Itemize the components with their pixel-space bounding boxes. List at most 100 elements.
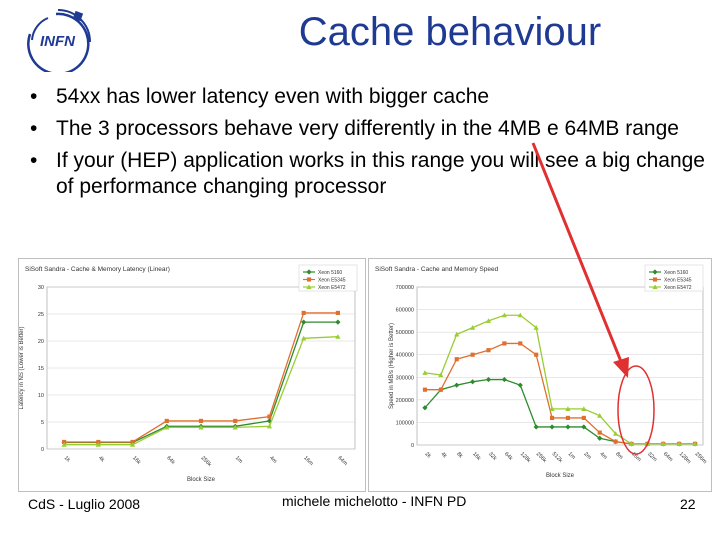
data-point xyxy=(306,284,312,290)
data-point xyxy=(301,310,306,315)
x-tick-label: 1m xyxy=(567,451,577,461)
data-point xyxy=(613,431,619,436)
legend-label: Xeon E5472 xyxy=(664,285,692,291)
x-tick-label: 16m xyxy=(630,451,642,463)
bullet-item: 54xx has lower latency even with bigger … xyxy=(26,84,706,110)
data-point xyxy=(61,442,67,447)
data-point xyxy=(581,415,586,420)
x-tick-label: 64m xyxy=(662,451,674,463)
x-tick-label: 4m xyxy=(598,451,608,461)
y-tick-label: 600000 xyxy=(396,308,414,314)
data-point xyxy=(306,277,312,282)
data-point xyxy=(470,379,476,385)
legend-label: Xeon E5345 xyxy=(318,278,346,284)
data-point xyxy=(613,439,618,444)
y-axis-label: Speed in MB/s (Higher is Better) xyxy=(389,323,395,409)
data-point xyxy=(198,418,204,423)
x-tick-label: 64k xyxy=(503,451,514,462)
x-tick-label: 32k xyxy=(487,451,498,462)
y-tick-label: 30 xyxy=(38,285,44,291)
data-point xyxy=(422,370,428,375)
data-point xyxy=(62,439,67,445)
data-point xyxy=(652,277,658,282)
x-tick-label: 8m xyxy=(614,451,624,461)
bullet-item: If your (HEP) application works in this … xyxy=(26,148,706,200)
y-tick-label: 400000 xyxy=(396,353,414,359)
data-point xyxy=(306,269,312,275)
data-point xyxy=(130,439,135,445)
data-point xyxy=(534,352,539,357)
x-tick-label: 256k xyxy=(535,451,548,464)
data-point xyxy=(565,415,571,420)
speed-chart: SiSoft Sandra - Cache and Memory Speed 0 1… xyxy=(368,258,712,492)
x-tick-label: 64m xyxy=(336,455,348,467)
x-tick-label: 256k xyxy=(200,455,213,468)
data-point xyxy=(95,442,101,447)
data-point xyxy=(232,424,238,430)
data-point xyxy=(454,331,460,337)
x-tick-label: 4k xyxy=(439,451,448,460)
x-tick-label: 512k xyxy=(551,451,564,464)
data-point xyxy=(96,439,101,445)
data-point xyxy=(422,387,428,392)
x-tick-label: 4m xyxy=(268,455,278,465)
data-point xyxy=(549,406,555,411)
data-point xyxy=(454,382,460,388)
y-axis-label: Latency in NS (Lower is Better) xyxy=(19,326,25,409)
x-axis-label: Block Size xyxy=(187,477,216,483)
legend-label: Xeon 5160 xyxy=(318,270,342,276)
data-point xyxy=(485,376,492,383)
y-tick-label: 0 xyxy=(411,443,414,449)
page-number: 22 xyxy=(680,496,696,512)
data-point xyxy=(652,284,658,290)
data-point xyxy=(129,442,136,447)
data-point xyxy=(301,335,307,341)
data-point xyxy=(485,318,492,323)
footer-center: michele michelotto - INFN PD xyxy=(282,493,467,509)
data-point xyxy=(335,334,341,339)
y-tick-label: 10 xyxy=(38,393,44,399)
y-tick-label: 500000 xyxy=(396,330,414,336)
data-point xyxy=(335,310,340,315)
x-tick-label: 16k xyxy=(471,451,482,462)
chart-title: SiSoft Sandra - Cache and Memory Speed xyxy=(375,266,499,273)
x-tick-label: 64k xyxy=(165,455,176,466)
data-point xyxy=(692,441,698,446)
x-tick-label: 16k xyxy=(131,455,142,466)
data-point xyxy=(581,406,587,411)
legend-label: Xeon 5160 xyxy=(664,270,688,276)
x-tick-label: 2m xyxy=(582,451,592,461)
y-tick-label: 200000 xyxy=(396,398,414,404)
bullet-item: The 3 processors behave very differently… xyxy=(26,116,706,142)
data-point xyxy=(652,269,658,275)
data-point xyxy=(676,441,682,446)
data-point xyxy=(549,424,555,430)
y-tick-label: 100000 xyxy=(396,420,414,426)
data-point xyxy=(502,341,507,346)
data-point xyxy=(164,424,170,430)
y-tick-label: 0 xyxy=(41,447,44,453)
data-point xyxy=(470,352,475,357)
legend-label: Xeon E5345 xyxy=(664,278,692,284)
y-tick-label: 700000 xyxy=(396,285,414,291)
data-point xyxy=(518,341,523,346)
y-tick-label: 300000 xyxy=(396,375,414,381)
data-point xyxy=(438,387,443,392)
data-point xyxy=(266,423,273,429)
x-tick-label: 1k xyxy=(63,455,72,464)
x-axis-label: Block Size xyxy=(546,473,575,479)
x-tick-label: 4k xyxy=(97,455,106,464)
x-tick-label: 256m xyxy=(694,451,708,465)
chart-title: SiSoft Sandra - Cache & Memory Latency (… xyxy=(25,266,170,273)
plot-frame xyxy=(416,286,704,446)
data-point xyxy=(565,406,571,411)
data-point xyxy=(565,424,571,430)
data-point xyxy=(533,424,539,430)
x-tick-label: 128m xyxy=(678,451,692,465)
data-point xyxy=(660,441,666,446)
y-tick-label: 25 xyxy=(38,312,44,318)
data-point xyxy=(267,414,272,419)
y-tick-label: 20 xyxy=(38,339,44,345)
x-tick-label: 16m xyxy=(302,455,314,467)
y-tick-label: 5 xyxy=(41,420,44,426)
